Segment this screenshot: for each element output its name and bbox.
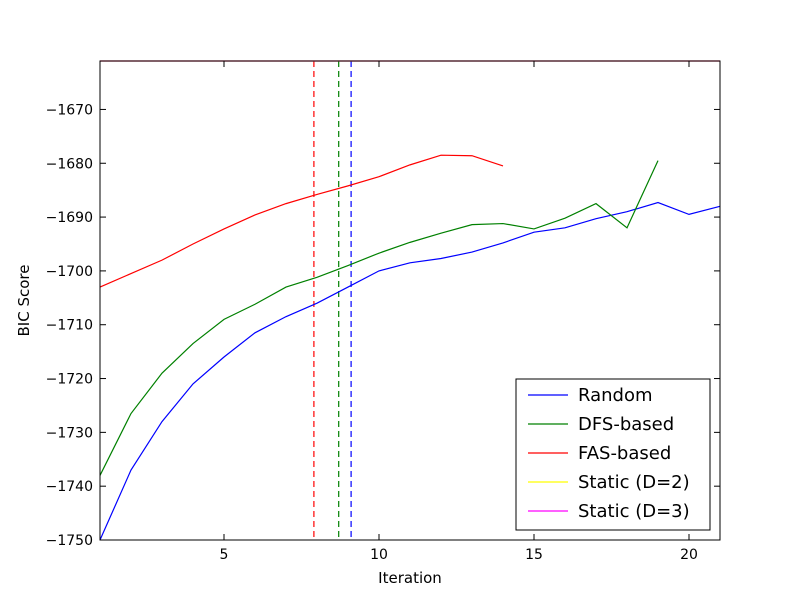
x-tick-label: 20 — [680, 547, 698, 563]
y-tick-label: −1730 — [46, 425, 93, 441]
legend-label: Static (D=3) — [578, 501, 690, 522]
vertical-marker-lines — [313, 61, 352, 540]
y-tick-label: −1690 — [46, 210, 93, 226]
plot-frame — [99, 60, 721, 541]
x-tick-label: 5 — [220, 547, 229, 563]
y-axis-ticks: −1750 −1740 −1730 −1720 −1710 −1700 −1690 −1680… — [46, 102, 720, 549]
y-tick-label: −1670 — [46, 102, 93, 118]
x-tick-label: 15 — [525, 547, 543, 563]
legend-box — [515, 378, 711, 531]
legend-label: Static (D=2) — [578, 472, 690, 493]
x-axis-label: Iteration — [378, 569, 442, 587]
legend-label: DFS-based — [578, 414, 674, 435]
y-tick-label: −1750 — [46, 533, 93, 549]
series-line-2 — [99, 154, 504, 288]
series-line-1 — [99, 160, 659, 476]
y-tick-label: −1720 — [46, 372, 93, 388]
x-axis-ticks: 5 10 15 20 — [220, 61, 698, 563]
y-tick-label: −1700 — [46, 264, 93, 280]
y-axis-label: BIC Score — [15, 265, 33, 337]
y-tick-label: −1740 — [46, 479, 93, 495]
y-tick-label: −1680 — [46, 156, 93, 172]
y-tick-label: −1710 — [46, 318, 93, 334]
series-line-0 — [99, 201, 721, 541]
legend: Random DFS-based FAS-based Static (D=2) Stat… — [515, 378, 711, 531]
legend-label: FAS-based — [578, 443, 671, 464]
legend-label: Random — [578, 385, 653, 406]
x-tick-label: 10 — [370, 547, 388, 563]
